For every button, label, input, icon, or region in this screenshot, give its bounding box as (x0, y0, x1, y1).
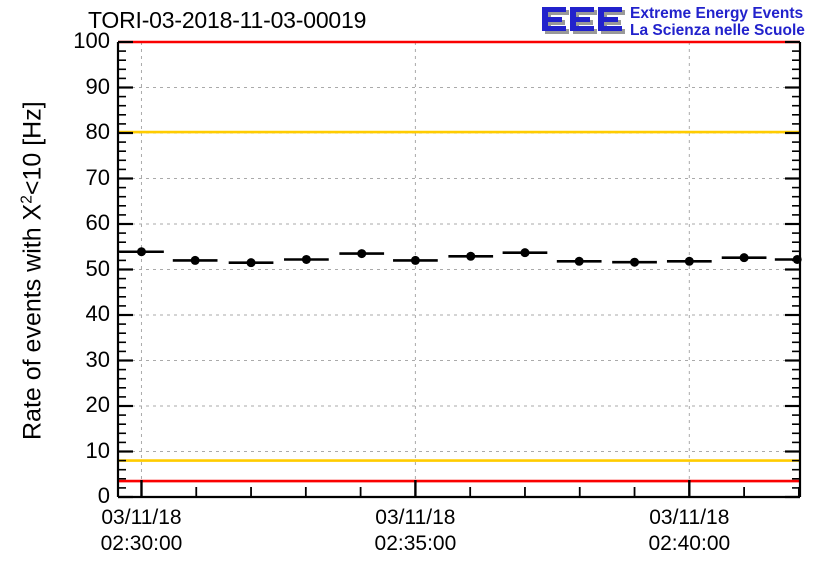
data-point (792, 254, 802, 264)
eee-logo-line2: La Scienza nelle Scuole (630, 22, 805, 39)
eee-logo-mark (542, 7, 625, 34)
y-tick-label: 10 (85, 437, 110, 463)
data-point (246, 258, 256, 268)
eee-logo-text: Extreme Energy Events La Scienza nelle S… (630, 5, 805, 39)
axis-ticks (118, 40, 800, 499)
data-point (574, 256, 584, 266)
x-tick-label: 03/11/18 02:30:00 (61, 505, 221, 557)
y-tick-label: 40 (85, 301, 110, 326)
eee-logo: Extreme Energy Events La Scienza nelle S… (540, 4, 836, 42)
data-point (630, 257, 640, 267)
data-point (520, 248, 530, 258)
data-point (301, 254, 311, 264)
x-tick-date: 03/11/18 (649, 506, 730, 529)
x-tick-time: 02:40:00 (648, 532, 731, 555)
data-point (357, 249, 367, 259)
data-point (410, 255, 420, 265)
y-tick-label: 60 (85, 210, 110, 235)
x-tick-date: 03/11/18 (101, 506, 182, 529)
data-point (190, 255, 200, 265)
axis-frame (116, 42, 802, 499)
y-tick-label: 90 (85, 73, 110, 99)
y-tick-label: 70 (85, 164, 110, 190)
y-tick-label: 50 (85, 255, 110, 281)
data-series (119, 247, 802, 268)
y-tick-label: 30 (85, 346, 110, 372)
y-tick-label: 100 (73, 28, 110, 53)
threshold-lines (118, 40, 800, 483)
chart-title: TORI-03-2018-11-03-00019 (88, 7, 367, 33)
data-point (684, 256, 694, 266)
x-tick-time: 02:35:00 (374, 532, 457, 555)
y-tick-label: 80 (85, 119, 110, 144)
x-tick-date: 03/11/18 (375, 506, 456, 529)
data-point (739, 253, 749, 263)
x-tick-label: 03/11/18 02:35:00 (335, 505, 495, 557)
y-tick-label: 0 (97, 483, 110, 508)
x-tick-label: 03/11/18 02:40:00 (609, 505, 769, 557)
data-point (136, 247, 146, 257)
eee-logo-line1: Extreme Energy Events (630, 5, 804, 22)
y-tick-label: 20 (85, 392, 110, 417)
x-tick-time: 02:30:00 (100, 532, 183, 555)
grid-lines (118, 42, 800, 497)
data-point (466, 251, 476, 261)
